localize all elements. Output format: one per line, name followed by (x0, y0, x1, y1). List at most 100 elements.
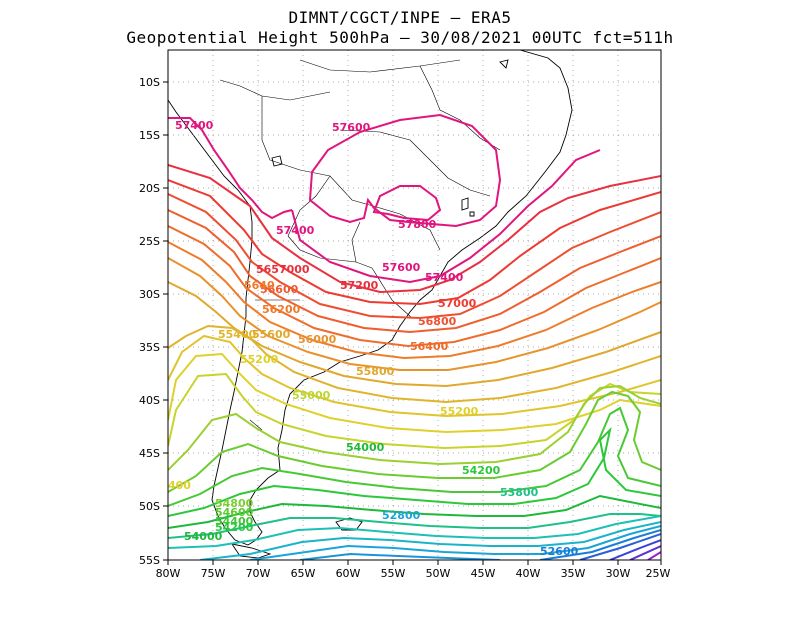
lon-tick-label: 70W (246, 567, 271, 580)
contour-label: 57600 (382, 261, 421, 274)
contour-label: 55400 (218, 328, 257, 341)
contour-label: 5640 (244, 279, 275, 292)
contour-54800 (168, 384, 661, 471)
contour-56400 (168, 225, 661, 348)
lat-tick-label: 25S (139, 235, 160, 248)
contour-label: 55200 (440, 405, 479, 418)
contour-57400-south (291, 149, 601, 284)
country-borders (219, 59, 501, 431)
contour-label: 57800 (398, 218, 437, 231)
contour-52000 (647, 551, 661, 560)
contour-54400 (168, 406, 661, 507)
contour-52600 (579, 533, 661, 560)
contour-55800 (168, 281, 661, 388)
contour-52400 (609, 539, 661, 560)
tierra-del-fuego (231, 543, 272, 559)
lon-tick-label: 40W (516, 567, 541, 580)
lat-tick-label: 50S (139, 500, 160, 513)
contour-label: 56600 (260, 283, 299, 296)
contour-55400 (168, 334, 661, 418)
contour-56000 (168, 257, 661, 371)
lon-tick-label: 75W (201, 567, 226, 580)
contour-57800-ring (372, 185, 442, 222)
contour-57600-ring (308, 113, 502, 228)
contour-label: 57000 (438, 297, 477, 310)
contour-label: 56400 (410, 340, 449, 353)
contour-52800 (539, 529, 661, 560)
contour-label: 54400 (215, 515, 254, 528)
contour-label: 54800 (215, 497, 254, 510)
lat-tick-label: 40S (139, 394, 160, 407)
contour-52200 (629, 545, 661, 560)
contour-56600 (168, 209, 661, 334)
contour-label: 400 (168, 479, 191, 492)
lon-tick-label: 30W (606, 567, 631, 580)
lon-tick-label: 55W (381, 567, 406, 580)
small-islands (461, 59, 509, 217)
south-america-coastline (168, 50, 573, 546)
lat-tick-label: 10S (139, 76, 160, 89)
contour-label: 56000 (298, 333, 337, 346)
plot-area: 57400 57600 57800 57400 57600 57400 5720… (168, 50, 661, 560)
contour-label: 57200 (340, 279, 379, 292)
lat-tick-label: 45S (139, 447, 160, 460)
lat-tick-label: 15S (139, 129, 160, 142)
contour-label: 54600 (215, 506, 254, 519)
contour-label: 55600 (252, 328, 291, 341)
contour-label: 53800 (500, 486, 539, 499)
title-line-1: DIMNT/CGCT/INPE – ERA5 (288, 8, 512, 27)
contour-53200 (249, 525, 661, 560)
contour-lines (168, 113, 661, 560)
contour-54200 (168, 426, 661, 517)
contour-label: 52600 (540, 545, 579, 558)
contour-55200 (168, 352, 661, 434)
contour-label: 55000 (292, 389, 331, 402)
coastlines (168, 50, 573, 559)
contour-56200 (168, 241, 661, 360)
lon-tick-label: 25W (646, 567, 671, 580)
contour-label: 54200 (462, 464, 501, 477)
lat-tick-label: 35S (139, 341, 160, 354)
contour-54600 (168, 390, 661, 493)
contour-53000 (299, 552, 501, 560)
contour-56800 (168, 193, 661, 320)
contour-label: 54200 (215, 521, 254, 534)
tick-marks (163, 81, 662, 565)
lon-tick-label: 50W (426, 567, 451, 580)
lon-tick-label: 35W (561, 567, 586, 580)
contour-label: 57400 (276, 224, 315, 237)
contour-label: 55800 (356, 365, 395, 378)
contour-label: 5657000 (256, 263, 310, 276)
contour-label: 57400 (425, 271, 464, 284)
contour-label: 54000 (346, 441, 385, 454)
contour-label: 56800 (418, 315, 457, 328)
contour-label: 56200 (262, 303, 301, 316)
contour-label: 55200 (240, 353, 279, 366)
lon-tick-label: 60W (336, 567, 361, 580)
contour-53600 (168, 515, 661, 549)
contour-54000 (168, 494, 661, 529)
lon-tick-label: 80W (156, 567, 181, 580)
contour-label: 54000 (184, 530, 223, 543)
longitude-labels: 80W 75W 70W 65W 60W 55W 50W 45W 40W 35W … (156, 567, 671, 580)
graticule (168, 50, 661, 560)
map-frame (167, 49, 662, 561)
contour-57000 (168, 179, 661, 306)
contour-label: 57600 (332, 121, 371, 134)
title-line-2: Geopotential Height 500hPa – 30/08/2021 … (126, 28, 674, 47)
contour-label: 57400 (175, 119, 214, 132)
lon-tick-label: 45W (471, 567, 496, 580)
contour-55600 (168, 324, 661, 404)
lat-tick-label: 55S (139, 554, 160, 567)
lat-tick-label: 20S (139, 182, 160, 195)
lon-tick-label: 65W (291, 567, 316, 580)
contour-57200 (168, 164, 661, 294)
contour-57400-west (168, 117, 293, 220)
contour-53400 (199, 521, 661, 560)
contour-labels: 57400 57600 57800 57400 57600 57400 5720… (168, 119, 579, 558)
contour-53800 (168, 513, 661, 539)
latitude-labels: 10S 15S 20S 25S 30S 35S 40S 45S 50S 55S (139, 76, 160, 567)
lat-tick-label: 30S (139, 288, 160, 301)
contour-label: 52800 (382, 509, 421, 522)
